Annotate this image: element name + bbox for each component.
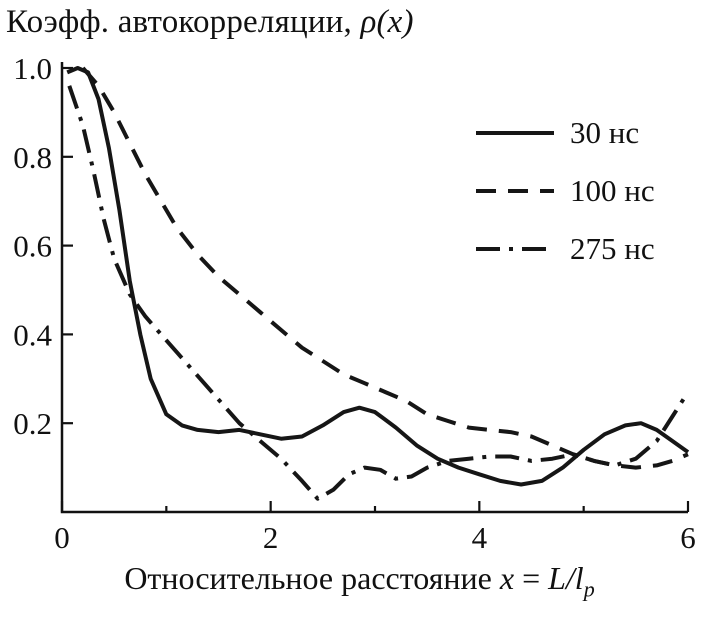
x-axis-label-expr: L/l bbox=[548, 560, 584, 596]
x-axis-label-var: x bbox=[499, 560, 515, 596]
series-curve-30-нс bbox=[66, 66, 690, 487]
y-tick-label: 0.8 bbox=[13, 140, 52, 175]
y-tick-label: 0.2 bbox=[13, 406, 52, 441]
legend-label-275ns: 275 нс bbox=[570, 231, 655, 266]
y-tick-label: 0.6 bbox=[13, 229, 52, 264]
legend: 30 нс 100 нс 275 нс bbox=[474, 110, 655, 272]
x-axis-label-eq: = bbox=[514, 560, 549, 596]
legend-line-dashdot-icon bbox=[476, 247, 554, 251]
legend-line-dashed-icon bbox=[476, 189, 554, 193]
y-tick-label: 0.4 bbox=[13, 317, 52, 352]
legend-item-100ns: 100 нс bbox=[474, 168, 655, 214]
legend-item-275ns: 275 нс bbox=[474, 226, 655, 272]
legend-item-30ns: 30 нс bbox=[474, 110, 655, 156]
chart-title-math: ρ(x) bbox=[360, 4, 414, 40]
legend-line-solid-icon bbox=[476, 131, 554, 135]
x-axis-label-text: Относительное расстояние bbox=[124, 560, 500, 596]
legend-label-100ns: 100 нс bbox=[570, 173, 655, 208]
series-curve-275-нс bbox=[67, 85, 690, 501]
legend-label-30ns: 30 нс bbox=[570, 115, 640, 150]
chart-title-text: Коэфф. автокорреляции, bbox=[6, 4, 361, 40]
x-tick-label: 4 bbox=[472, 520, 488, 555]
x-tick-label: 6 bbox=[680, 520, 696, 555]
x-tick-label: 2 bbox=[263, 520, 279, 555]
chart-title: Коэфф. автокорреляции, ρ(x) bbox=[6, 4, 414, 41]
y-tick-label: 1.0 bbox=[13, 51, 52, 86]
x-axis-label-sub: p bbox=[583, 576, 595, 602]
x-axis-label: Относительное расстояние x = L/lp bbox=[0, 560, 705, 600]
x-tick-label: 0 bbox=[54, 520, 70, 555]
